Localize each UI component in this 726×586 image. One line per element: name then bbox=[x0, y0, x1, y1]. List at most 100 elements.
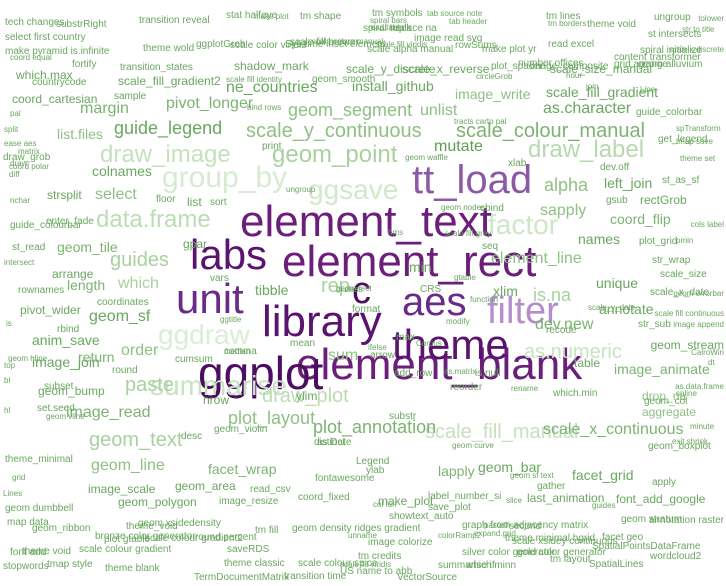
word-rep: rep bbox=[321, 275, 350, 297]
word-left-join: left_join bbox=[604, 175, 653, 191]
word-tm-fill: tm fill bbox=[255, 525, 279, 536]
word-geom-violin: geom_violin bbox=[214, 424, 268, 435]
word-tm-lines: tm lines bbox=[546, 11, 581, 22]
word-silver-color-generator: silver color generator bbox=[462, 547, 556, 558]
word-as-data-frame: as.data.frame bbox=[675, 382, 724, 391]
word-ggplot: ggplot bbox=[198, 347, 324, 399]
word-scale-x-date: scale_x_date bbox=[650, 287, 709, 298]
word-spiral-bars: spiral bars bbox=[370, 16, 407, 25]
word-split: split bbox=[4, 125, 19, 134]
word-geom-text: geom_text bbox=[89, 429, 183, 451]
word-which-max: which.max bbox=[16, 68, 73, 82]
word-dev-new: dev.new bbox=[535, 316, 594, 333]
word-arrow: arrow bbox=[370, 350, 396, 361]
word-which-minn: which.minn bbox=[466, 560, 517, 571]
word-geom-polygon: geom_polygon bbox=[118, 495, 197, 509]
word-as-character: as.character bbox=[543, 100, 632, 117]
word-scale-alpha-manual: scale alpha manual bbox=[367, 44, 454, 55]
word-guide-colorbar: guide_colorbar bbox=[636, 107, 703, 118]
word-unit: unit bbox=[176, 275, 244, 322]
word-theme: theme bbox=[392, 321, 509, 368]
word-coord-cartesian: coord_cartesian bbox=[12, 92, 98, 106]
word-tolower: tolower bbox=[698, 14, 724, 23]
word-pivot-wider: pivot_wider bbox=[20, 303, 81, 317]
word-ylab: ylab bbox=[366, 465, 385, 476]
word-guides: guides bbox=[592, 501, 616, 510]
word-stopwords: stopwords bbox=[3, 561, 49, 572]
word-annotation-raster: annotation raster bbox=[648, 515, 724, 526]
word-bl: bl bbox=[4, 376, 11, 385]
word-coord-flip: coord_flip bbox=[610, 211, 671, 227]
word-scale-y-discrete: scale_y_discrete bbox=[346, 62, 436, 76]
word-coord-fixed: coord_fixed bbox=[298, 492, 350, 503]
word-ease-aes: ease aes bbox=[4, 139, 37, 148]
word-graph-from-adjacency-matrix: graph from adjacency matrix bbox=[462, 520, 589, 531]
word-plot-layout: plot_layout bbox=[228, 408, 316, 428]
word-circlegrob: circleGrob bbox=[476, 72, 513, 81]
word-scale-colour-gradient: scale colour gradient bbox=[79, 544, 172, 555]
word-order: order bbox=[121, 342, 159, 359]
word-gsub: gsub bbox=[606, 195, 628, 206]
word-select: select bbox=[95, 186, 137, 203]
word-save-plot: save_plot bbox=[428, 502, 471, 513]
word-element-blank: element_blank bbox=[296, 340, 583, 389]
word-ungroup: ungroup bbox=[286, 185, 316, 194]
word-tm-borders: tm borders bbox=[548, 19, 587, 28]
word-geom-col: geom_col bbox=[644, 396, 688, 407]
word-margin: margin bbox=[80, 100, 129, 117]
word-geom-stream: geom_stream bbox=[650, 338, 724, 352]
word-plot-grid: plot_grid bbox=[639, 236, 678, 247]
word-geom-boxplot: geom_boxplot bbox=[648, 441, 711, 452]
word-scale-fill-continuous: scale fill continuous bbox=[654, 309, 724, 318]
word-substr: substr bbox=[389, 411, 417, 422]
word-ggplotgrob: ggplotGrob bbox=[196, 39, 246, 50]
word-scale-fill-brewer: scale fill brewer bbox=[290, 37, 359, 48]
word-pivot-longer: pivot_longer bbox=[166, 95, 254, 112]
word-dev-off: dev.off bbox=[600, 162, 630, 173]
word-list: list bbox=[187, 195, 202, 209]
word-is: is bbox=[6, 319, 12, 328]
word-ggdraw: ggdraw bbox=[158, 319, 250, 350]
word-gold-color-generator: gold color generator bbox=[517, 547, 606, 558]
word-modify: modify bbox=[446, 317, 470, 326]
word-draw: draw bbox=[10, 159, 28, 168]
word-round: round bbox=[112, 365, 138, 376]
word-as-date: as.Date bbox=[317, 437, 352, 448]
word-cumsum: cumsum bbox=[175, 354, 213, 365]
word-fontawesome: fontawesome bbox=[315, 473, 375, 484]
word-coord-equal: coord equal bbox=[10, 53, 52, 62]
word-number-offices: number offices bbox=[518, 58, 584, 69]
word-annotate: annotate bbox=[599, 301, 654, 317]
word-aes: aes bbox=[402, 280, 467, 324]
word-colnames: colnames bbox=[92, 163, 152, 179]
word-wordcloud2: wordcloud2 bbox=[650, 551, 702, 562]
word-scale-colour-manual: scale colour manual bbox=[312, 37, 384, 46]
word-draw-label: draw_label bbox=[528, 136, 645, 163]
word-scale-fill-grey: scale fill grey bbox=[445, 229, 492, 238]
word-scale-x-discrete: scale x discrete bbox=[668, 45, 724, 54]
word-library: library bbox=[262, 297, 382, 346]
word-substrright: substrRight bbox=[56, 19, 107, 30]
word-theme-blank: theme blank bbox=[105, 563, 160, 574]
word-pmin: pmin bbox=[676, 236, 694, 245]
word-print: print bbox=[262, 141, 282, 152]
word-cbind: cbind bbox=[480, 203, 504, 214]
word-make-plot: make plot bbox=[254, 12, 289, 21]
word-geom-dumbbell: geom dumbbell bbox=[5, 503, 74, 514]
word-tm-symbols: tm symbols bbox=[372, 8, 423, 19]
word-geom-alluvium: geom alluvium bbox=[638, 59, 703, 70]
word-unname: unname bbox=[348, 531, 377, 540]
word-matrix: matrix bbox=[18, 147, 40, 156]
word-tm-shape: tm shape bbox=[300, 11, 342, 22]
word-spline: spline bbox=[676, 389, 697, 398]
word-hour: hour bbox=[566, 71, 583, 80]
word-geom-hline: geom hline bbox=[8, 354, 48, 363]
word-transition-time: transition time bbox=[284, 571, 347, 582]
word-sys-time-inset-element: Sys.time inset element bbox=[285, 39, 386, 50]
word-ne-countries: ne_countries bbox=[226, 79, 318, 96]
word-image-append: image append bbox=[673, 320, 724, 329]
word-geom-tile: geom_tile bbox=[57, 239, 118, 255]
word-ggtitle: ggtitle bbox=[220, 315, 242, 324]
word-sapply: sapply bbox=[540, 202, 587, 219]
word-median: median bbox=[224, 347, 251, 356]
